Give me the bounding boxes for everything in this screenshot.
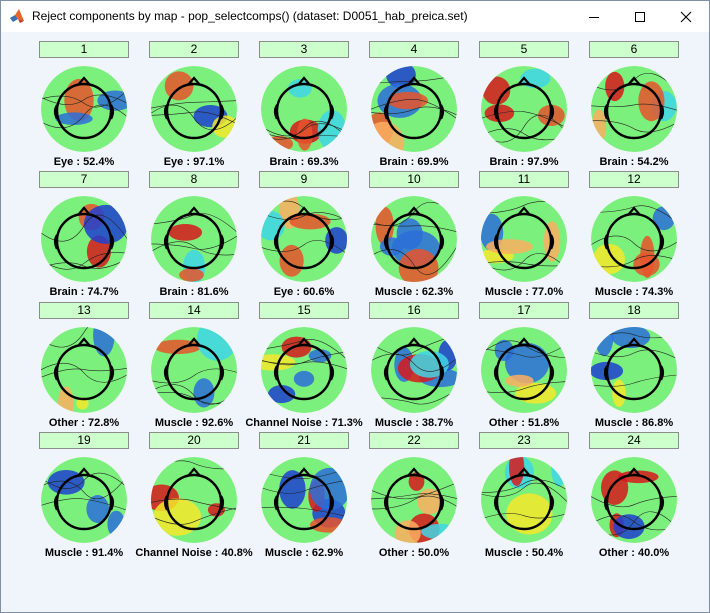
component-topomap-4[interactable] bbox=[368, 63, 460, 155]
component-topomap-8[interactable] bbox=[148, 193, 240, 285]
component-button-9[interactable]: 9 bbox=[259, 171, 349, 188]
component-topomap-5[interactable] bbox=[478, 63, 570, 155]
component-topomap-11[interactable] bbox=[478, 193, 570, 285]
component-topomap-16[interactable] bbox=[368, 324, 460, 416]
component-button-2[interactable]: 2 bbox=[149, 41, 239, 58]
component-button-8[interactable]: 8 bbox=[149, 171, 239, 188]
component-label-23: Muscle : 50.4% bbox=[484, 547, 564, 559]
component-label-13: Other : 72.8% bbox=[48, 417, 120, 429]
minimize-button[interactable] bbox=[571, 1, 617, 32]
component-topomap-17[interactable] bbox=[478, 324, 570, 416]
component-topomap-9[interactable] bbox=[258, 193, 350, 285]
component-topomap-12[interactable] bbox=[588, 193, 680, 285]
component-label-11: Muscle : 77.0% bbox=[484, 286, 564, 298]
component-topomap-3[interactable] bbox=[258, 63, 350, 155]
maximize-icon bbox=[635, 11, 645, 22]
component-button-15[interactable]: 15 bbox=[259, 302, 349, 319]
component-button-6[interactable]: 6 bbox=[589, 41, 679, 58]
component-label-8: Brain : 81.6% bbox=[159, 286, 229, 298]
component-button-12[interactable]: 12 bbox=[589, 171, 679, 188]
component-button-23[interactable]: 23 bbox=[479, 432, 569, 449]
component-topomap-15[interactable] bbox=[258, 324, 350, 416]
component-label-6: Brain : 54.2% bbox=[599, 156, 669, 168]
component-button-24[interactable]: 24 bbox=[589, 432, 679, 449]
component-topomap-21[interactable] bbox=[258, 454, 350, 546]
component-label-9: Eye : 60.6% bbox=[273, 286, 335, 298]
component-label-18: Muscle : 86.8% bbox=[594, 417, 674, 429]
component-button-18[interactable]: 18 bbox=[589, 302, 679, 319]
maximize-button[interactable] bbox=[617, 1, 663, 32]
component-topomap-2[interactable] bbox=[148, 63, 240, 155]
minimize-icon bbox=[589, 16, 599, 18]
component-button-16[interactable]: 16 bbox=[369, 302, 459, 319]
component-topomap-20[interactable] bbox=[148, 454, 240, 546]
component-label-3: Brain : 69.3% bbox=[269, 156, 339, 168]
component-button-11[interactable]: 11 bbox=[479, 171, 569, 188]
component-topomap-6[interactable] bbox=[588, 63, 680, 155]
component-label-10: Muscle : 62.3% bbox=[374, 286, 454, 298]
component-topomap-10[interactable] bbox=[368, 193, 460, 285]
component-label-17: Other : 51.8% bbox=[488, 417, 560, 429]
component-topomap-7[interactable] bbox=[38, 193, 130, 285]
component-button-20[interactable]: 20 bbox=[149, 432, 239, 449]
component-label-19: Muscle : 91.4% bbox=[44, 547, 124, 559]
component-button-19[interactable]: 19 bbox=[39, 432, 129, 449]
component-button-3[interactable]: 3 bbox=[259, 41, 349, 58]
component-label-12: Muscle : 74.3% bbox=[594, 286, 674, 298]
component-label-5: Brain : 97.9% bbox=[489, 156, 559, 168]
component-button-14[interactable]: 14 bbox=[149, 302, 239, 319]
component-button-1[interactable]: 1 bbox=[39, 41, 129, 58]
component-topomap-14[interactable] bbox=[148, 324, 240, 416]
component-label-14: Muscle : 92.6% bbox=[154, 417, 234, 429]
component-button-7[interactable]: 7 bbox=[39, 171, 129, 188]
component-label-21: Muscle : 62.9% bbox=[264, 547, 344, 559]
component-button-13[interactable]: 13 bbox=[39, 302, 129, 319]
component-label-7: Brain : 74.7% bbox=[49, 286, 119, 298]
component-label-24: Other : 40.0% bbox=[598, 547, 670, 559]
component-grid: 1 Eye : 52.4% 2 Eye : 97.1% 3 Brain : 69.3% 4 B… bbox=[1, 32, 709, 612]
component-button-5[interactable]: 5 bbox=[479, 41, 569, 58]
component-button-22[interactable]: 22 bbox=[369, 432, 459, 449]
component-topomap-22[interactable] bbox=[368, 454, 460, 546]
matlab-icon bbox=[9, 8, 25, 24]
component-label-22: Other : 50.0% bbox=[378, 547, 450, 559]
component-button-4[interactable]: 4 bbox=[369, 41, 459, 58]
component-label-20: Channel Noise : 40.8% bbox=[135, 547, 253, 559]
close-button[interactable] bbox=[663, 1, 709, 32]
component-topomap-13[interactable] bbox=[38, 324, 130, 416]
component-label-1: Eye : 52.4% bbox=[53, 156, 115, 168]
component-topomap-1[interactable] bbox=[38, 63, 130, 155]
component-label-15: Channel Noise : 71.3% bbox=[245, 417, 363, 429]
component-button-10[interactable]: 10 bbox=[369, 171, 459, 188]
component-label-2: Eye : 97.1% bbox=[163, 156, 225, 168]
component-button-17[interactable]: 17 bbox=[479, 302, 569, 319]
component-topomap-18[interactable] bbox=[588, 324, 680, 416]
title-bar: Reject components by map - pop_selectcom… bbox=[1, 1, 709, 32]
component-topomap-23[interactable] bbox=[478, 454, 570, 546]
component-label-16: Muscle : 38.7% bbox=[374, 417, 454, 429]
close-icon bbox=[680, 11, 692, 22]
window-title: Reject components by map - pop_selectcom… bbox=[32, 9, 468, 23]
component-label-4: Brain : 69.9% bbox=[379, 156, 449, 168]
component-topomap-19[interactable] bbox=[38, 454, 130, 546]
component-topomap-24[interactable] bbox=[588, 454, 680, 546]
component-button-21[interactable]: 21 bbox=[259, 432, 349, 449]
